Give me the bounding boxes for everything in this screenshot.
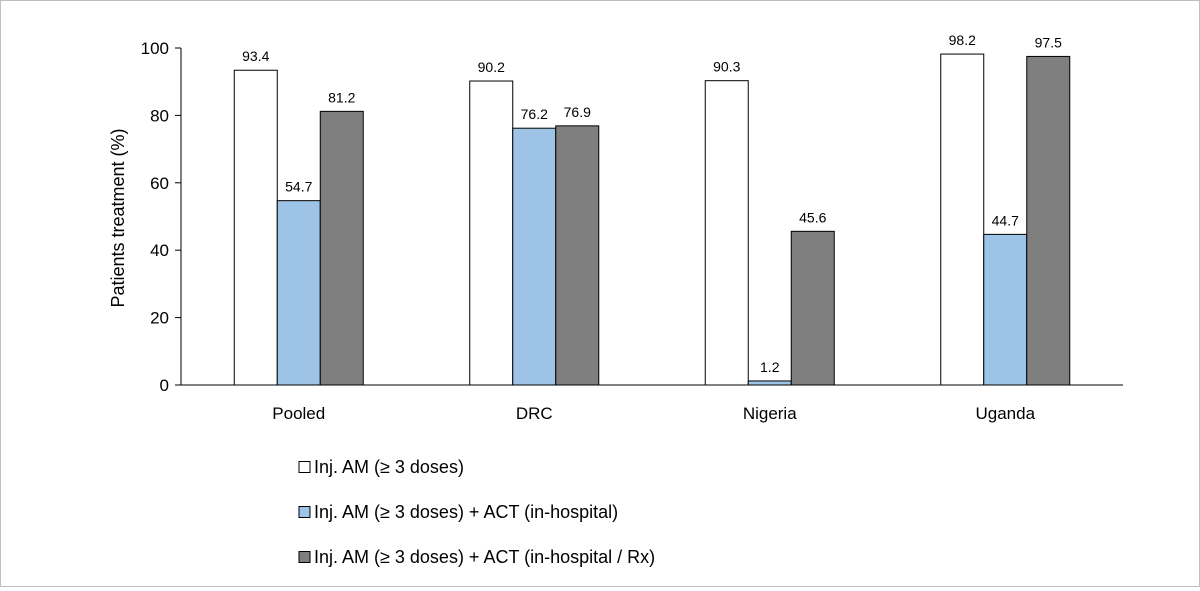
data-label: 76.9 (564, 104, 591, 120)
axes-layer: 0 20 40 60 80 100 Pooled DRC Nigeria Uganda (141, 39, 1123, 423)
y-tick-label: 80 (150, 106, 169, 125)
bar (704, 80, 749, 386)
x-tick-label: DRC (516, 404, 553, 423)
y-tick-label: 100 (141, 39, 169, 58)
y-tick-label: 20 (150, 309, 169, 328)
bar (555, 125, 600, 386)
y-tick-label: 40 (150, 241, 169, 260)
y-tick-label: 0 (160, 376, 169, 395)
y-tick-label: 60 (150, 174, 169, 193)
bar (747, 380, 792, 386)
legend-label: Inj. AM (≥ 3 doses) (314, 457, 464, 477)
bar (319, 110, 364, 386)
bar (940, 53, 985, 386)
legend-label: Inj. AM (≥ 3 doses) + ACT (in-hospital) (314, 502, 618, 522)
bar (983, 233, 1028, 386)
bar (512, 127, 557, 386)
legend-swatch (298, 506, 311, 518)
legend: Inj. AM (≥ 3 doses) Inj. AM (≥ 3 doses) +… (298, 457, 655, 567)
data-label: 45.6 (799, 209, 826, 225)
bar (276, 200, 321, 386)
data-label: 1.2 (760, 359, 780, 375)
data-label: 93.4 (242, 48, 269, 64)
data-label: 44.7 (992, 212, 1019, 228)
bar (790, 230, 835, 386)
legend-swatch (298, 551, 311, 563)
x-tick-label: Nigeria (743, 404, 797, 423)
x-tick-label: Uganda (975, 404, 1035, 423)
bar (1026, 55, 1071, 386)
data-label: 97.5 (1035, 34, 1062, 50)
bars-layer: 93.4 54.7 81.2 90.2 76.2 76.9 90.3 1.2 45.6 98.2 4… (233, 32, 1071, 386)
bar (233, 69, 278, 386)
data-label: 76.2 (521, 106, 548, 122)
bar (469, 80, 514, 386)
legend-label: Inj. AM (≥ 3 doses) + ACT (in-hospital /… (314, 547, 655, 567)
data-label: 98.2 (949, 32, 976, 48)
data-label: 81.2 (328, 89, 355, 105)
data-label: 90.3 (713, 59, 740, 75)
data-label: 54.7 (285, 179, 312, 195)
x-tick-label: Pooled (272, 404, 325, 423)
data-label: 90.2 (478, 59, 505, 75)
legend-swatch (298, 461, 311, 473)
y-axis-title: Patients treatment (%) (108, 128, 128, 307)
